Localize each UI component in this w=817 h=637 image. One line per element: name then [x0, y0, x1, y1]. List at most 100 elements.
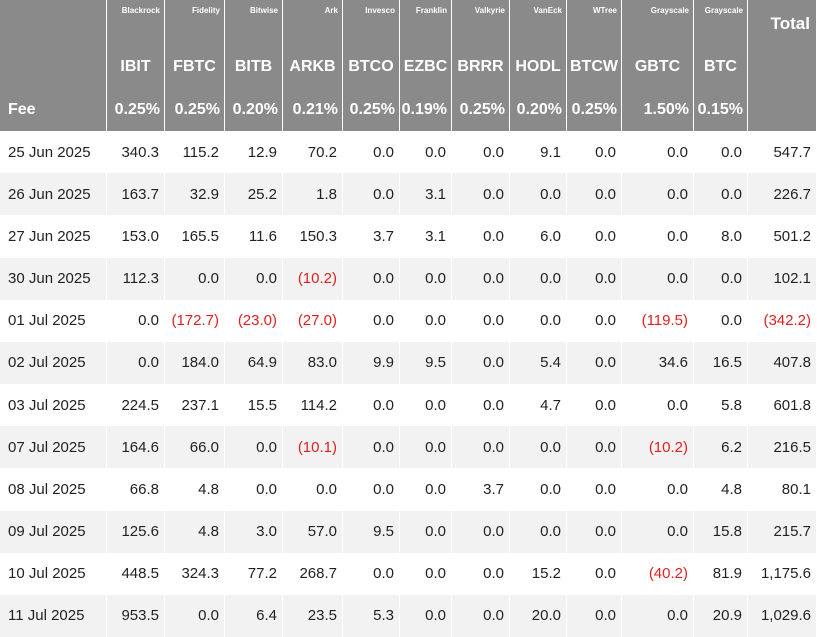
total-flow: 1,175.6	[748, 552, 817, 595]
flow-value: 12.9	[225, 131, 283, 174]
flow-value: 23.5	[283, 594, 343, 637]
fee-value: 0.25%	[567, 88, 622, 131]
flow-value: 0.0	[343, 257, 400, 300]
ticker: BTCW	[567, 45, 622, 88]
date: 07 Jul 2025	[0, 426, 107, 469]
ticker: FBTC	[165, 45, 225, 88]
flow-value: 6.0	[510, 215, 567, 258]
flow-value: 268.7	[283, 552, 343, 595]
flow-value: 0.0	[225, 468, 283, 511]
flow-value: 0.0	[165, 594, 225, 637]
flow-value: 3.7	[343, 215, 400, 258]
flow-value: 16.5	[694, 341, 748, 384]
flow-value: 0.0	[567, 552, 622, 595]
flow-value: 115.2	[165, 131, 225, 174]
flow-value: 0.0	[343, 173, 400, 216]
flow-value: 0.0	[510, 510, 567, 553]
flow-value: 0.0	[343, 468, 400, 511]
flow-value: 0.0	[510, 426, 567, 469]
flow-value: 0.0	[622, 384, 694, 427]
flow-value: (172.7)	[165, 299, 225, 342]
fee-value: 0.20%	[510, 88, 567, 131]
flow-value: 0.0	[510, 299, 567, 342]
flow-value: 0.0	[567, 594, 622, 637]
flow-value: 3.1	[400, 173, 452, 216]
flow-value: 0.0	[452, 552, 510, 595]
flow-value: 0.0	[400, 426, 452, 469]
issuer-name: Ark	[283, 0, 343, 45]
flow-value: 114.2	[283, 384, 343, 427]
fee-value: 0.25%	[107, 88, 165, 131]
flow-value: 0.0	[622, 510, 694, 553]
date: 02 Jul 2025	[0, 341, 107, 384]
total-flow: 226.7	[748, 173, 817, 216]
flow-value: 0.0	[107, 299, 165, 342]
fee-blank	[748, 88, 817, 131]
ticker: GBTC	[622, 45, 694, 88]
ticker: BTCO	[343, 45, 400, 88]
flow-value: 0.0	[400, 299, 452, 342]
flow-value: 0.0	[452, 257, 510, 300]
flow-value: 6.2	[694, 426, 748, 469]
flow-value: 0.0	[567, 510, 622, 553]
flow-value: 15.2	[510, 552, 567, 595]
date: 30 Jun 2025	[0, 257, 107, 300]
flow-value: 25.2	[225, 173, 283, 216]
flow-value: 83.0	[283, 341, 343, 384]
flow-value: 237.1	[165, 384, 225, 427]
total-flow: 102.1	[748, 257, 817, 300]
flow-value: 0.0	[622, 257, 694, 300]
flow-value: 20.0	[510, 594, 567, 637]
date: 11 Jul 2025	[0, 594, 107, 637]
flow-value: 66.8	[107, 468, 165, 511]
fee-value: 0.20%	[225, 88, 283, 131]
flow-value: 0.0	[694, 173, 748, 216]
issuer-name: Fidelity	[165, 0, 225, 45]
issuer-name: VanEck	[510, 0, 567, 45]
flow-value: 0.0	[694, 131, 748, 174]
flow-value: 5.4	[510, 341, 567, 384]
date: 08 Jul 2025	[0, 468, 107, 511]
flow-value: 0.0	[452, 341, 510, 384]
flow-value: 0.0	[567, 215, 622, 258]
flow-value: 4.8	[165, 510, 225, 553]
total-flow: 1,029.6	[748, 594, 817, 637]
flow-value: 0.0	[452, 384, 510, 427]
flow-value: 0.0	[452, 299, 510, 342]
flow-value: 0.0	[622, 468, 694, 511]
flow-value: (23.0)	[225, 299, 283, 342]
flow-value: 0.0	[400, 468, 452, 511]
flow-value: 0.0	[343, 552, 400, 595]
issuer-name: Blackrock	[107, 0, 165, 45]
flow-value: 0.0	[343, 426, 400, 469]
flow-value: 3.0	[225, 510, 283, 553]
total-flow: (342.2)	[748, 299, 817, 342]
date: 25 Jun 2025	[0, 131, 107, 174]
flow-value: 0.0	[510, 173, 567, 216]
flow-value: 0.0	[400, 257, 452, 300]
flow-value: 0.0	[567, 131, 622, 174]
flow-value: 953.5	[107, 594, 165, 637]
flow-value: 125.6	[107, 510, 165, 553]
flow-value: 81.9	[694, 552, 748, 595]
ticker: IBIT	[107, 45, 165, 88]
total-flow: 407.8	[748, 341, 817, 384]
flow-value: 5.3	[343, 594, 400, 637]
flow-value: 70.2	[283, 131, 343, 174]
fee-value: 0.15%	[694, 88, 748, 131]
flow-value: 0.0	[622, 594, 694, 637]
ticker: BRRR	[452, 45, 510, 88]
flow-value: 9.5	[343, 510, 400, 553]
fee-value: 0.21%	[283, 88, 343, 131]
flow-value: 0.0	[225, 426, 283, 469]
flow-value: 9.5	[400, 341, 452, 384]
flow-value: 163.7	[107, 173, 165, 216]
flow-value: 57.0	[283, 510, 343, 553]
flow-value: 0.0	[694, 299, 748, 342]
flow-value: 34.6	[622, 341, 694, 384]
flow-value: 66.0	[165, 426, 225, 469]
flow-value: (10.1)	[283, 426, 343, 469]
flow-value: 0.0	[622, 173, 694, 216]
flow-value: 224.5	[107, 384, 165, 427]
